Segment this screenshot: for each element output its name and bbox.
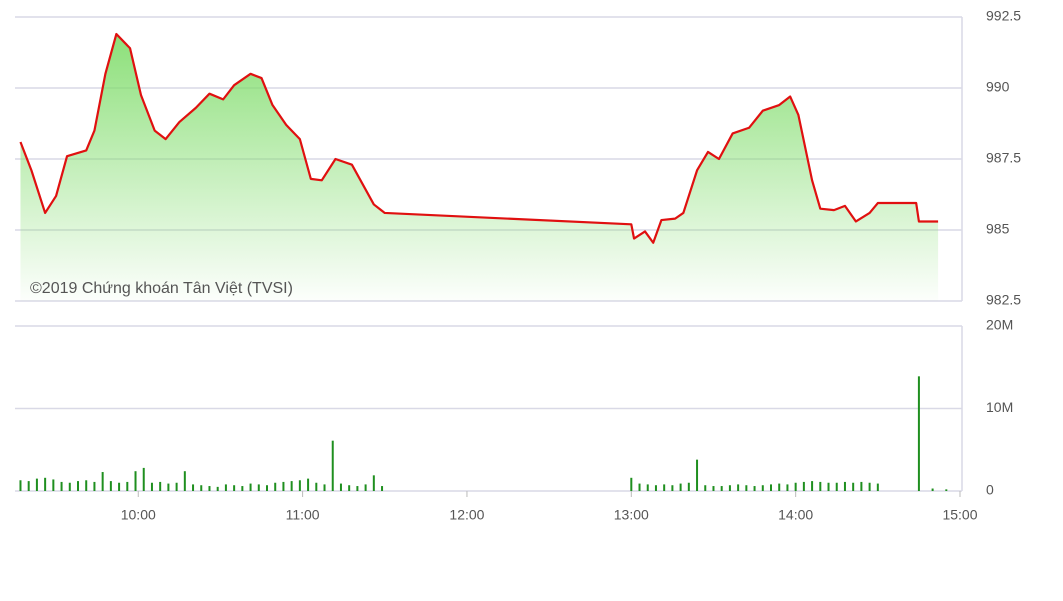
volume-bar bbox=[331, 440, 334, 491]
volume-bar bbox=[134, 471, 137, 491]
volume-bar bbox=[167, 483, 170, 491]
volume-bar bbox=[19, 480, 22, 491]
volume-bar bbox=[761, 485, 764, 491]
x-tick-label: 14:00 bbox=[778, 507, 813, 523]
volume-bar bbox=[753, 486, 756, 491]
volume-bar bbox=[85, 480, 88, 491]
volume-bar bbox=[778, 483, 781, 491]
y-tick-label: 0 bbox=[986, 482, 994, 498]
volume-bar bbox=[200, 485, 203, 491]
volume-bar bbox=[348, 485, 351, 491]
volume-bar bbox=[208, 486, 211, 491]
y-tick-label: 982.5 bbox=[986, 292, 1021, 308]
volume-bar bbox=[770, 484, 772, 491]
volume-bar bbox=[298, 480, 301, 491]
volume-bar bbox=[109, 481, 112, 491]
volume-bar bbox=[646, 484, 649, 491]
volume-bar bbox=[183, 471, 186, 491]
volume-bar bbox=[60, 481, 63, 491]
volume-bar bbox=[638, 483, 641, 491]
volume-bar bbox=[852, 482, 855, 491]
volume-bar bbox=[945, 489, 948, 491]
volume-bar bbox=[323, 484, 326, 491]
volume-bar bbox=[126, 481, 129, 491]
x-tick-label: 10:00 bbox=[121, 507, 156, 523]
volume-bar bbox=[663, 484, 666, 491]
volume-bar bbox=[696, 459, 699, 491]
volume-bar bbox=[364, 484, 367, 491]
volume-bar bbox=[290, 481, 293, 491]
volume-bar bbox=[68, 482, 71, 491]
volume-bar bbox=[142, 467, 145, 491]
volume-bar bbox=[654, 485, 657, 491]
volume-bar bbox=[827, 482, 830, 491]
volume-bar bbox=[93, 481, 96, 491]
volume-bar bbox=[52, 479, 55, 491]
volume-bar bbox=[224, 484, 227, 491]
volume-bar bbox=[216, 486, 219, 491]
volume-bar bbox=[835, 482, 838, 491]
volume-bar bbox=[745, 485, 748, 491]
volume-bar bbox=[720, 486, 723, 491]
x-tick-label: 15:00 bbox=[942, 507, 977, 523]
price-area bbox=[20, 34, 939, 301]
volume-bar bbox=[843, 481, 846, 491]
volume-bar bbox=[819, 481, 822, 491]
y-tick-label: 987.5 bbox=[986, 150, 1021, 166]
volume-bar bbox=[118, 482, 121, 491]
y-tick-label: 10M bbox=[986, 399, 1013, 415]
volume-bar bbox=[794, 482, 797, 491]
volume-bar bbox=[257, 484, 260, 491]
watermark: ©2019 Chứng khoán Tân Việt (TVSI) bbox=[30, 280, 293, 297]
volume-bar bbox=[282, 481, 285, 491]
price-line bbox=[19, 32, 939, 244]
volume-bar bbox=[27, 481, 30, 491]
volume-bar bbox=[307, 478, 310, 491]
volume-bar bbox=[630, 477, 633, 491]
volume-bar bbox=[811, 481, 814, 491]
volume-bar bbox=[931, 488, 934, 491]
volume-bar bbox=[192, 484, 195, 491]
volume-bar bbox=[372, 475, 375, 491]
volume-bar bbox=[159, 481, 162, 491]
x-tick-label: 11:00 bbox=[286, 507, 320, 523]
volume-bar bbox=[356, 486, 359, 491]
volume-bar bbox=[339, 483, 342, 491]
volume-bar bbox=[728, 485, 731, 491]
volume-bar bbox=[77, 481, 79, 491]
volume-bar bbox=[175, 482, 178, 491]
volume-bar bbox=[44, 477, 47, 491]
volume-bar bbox=[687, 482, 690, 491]
volume-bar bbox=[704, 485, 707, 491]
volume-bar bbox=[876, 483, 879, 491]
x-tick-label: 12:00 bbox=[449, 507, 484, 523]
x-tick-label: 13:00 bbox=[614, 507, 649, 523]
volume-bar bbox=[671, 485, 674, 491]
volume-bar bbox=[101, 472, 104, 491]
y-tick-label: 992.5 bbox=[986, 8, 1021, 24]
volume-bar bbox=[35, 478, 38, 491]
volume-bar bbox=[917, 376, 920, 491]
volume-bar bbox=[860, 481, 863, 491]
y-tick-label: 990 bbox=[986, 79, 1010, 95]
volume-bar bbox=[802, 481, 805, 491]
volume-bar bbox=[381, 486, 384, 491]
volume-bar bbox=[315, 482, 318, 491]
volume-bar bbox=[241, 486, 244, 491]
volume-bar bbox=[150, 482, 153, 491]
volume-bar bbox=[274, 482, 277, 491]
volume-bar bbox=[249, 483, 252, 491]
volume-bar bbox=[679, 483, 682, 491]
y-tick-label: 985 bbox=[986, 221, 1010, 237]
volume-bar bbox=[737, 484, 740, 491]
volume-bar bbox=[786, 484, 789, 491]
volume-bar bbox=[266, 485, 268, 491]
volume-bar bbox=[868, 482, 871, 491]
y-tick-label: 20M bbox=[986, 317, 1013, 333]
volume-bar bbox=[233, 485, 236, 491]
volume-bar bbox=[712, 486, 715, 491]
